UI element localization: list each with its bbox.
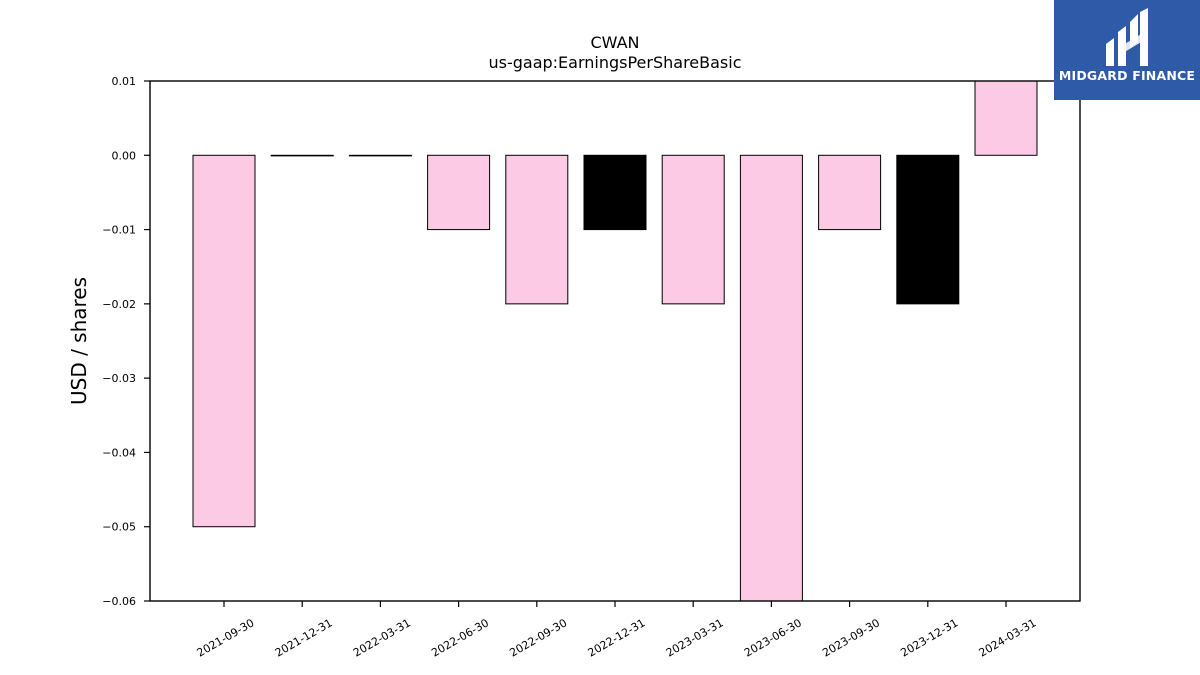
x-tick-label: 2022-09-30 — [507, 616, 569, 659]
bar-2022-06-30 — [427, 154, 491, 231]
bar-2024-03-31 — [974, 80, 1038, 156]
x-tick-label: 2021-12-31 — [273, 616, 335, 659]
y-tick-label: 0.01 — [112, 75, 137, 88]
bar-2023-12-31 — [896, 154, 960, 305]
y-tick-label: −0.04 — [102, 446, 136, 459]
bar-2023-09-30 — [818, 154, 882, 231]
y-axis-label: USD / shares — [67, 277, 91, 405]
y-tick-label: −0.02 — [102, 298, 136, 311]
x-tick-label: 2023-09-30 — [820, 616, 882, 659]
bars-group — [192, 80, 1038, 602]
bar-2022-12-31 — [583, 154, 647, 231]
logo-text: MIDGARD FINANCE — [1058, 68, 1196, 83]
x-tick-label: 2023-12-31 — [898, 616, 960, 659]
x-tick-label: 2022-06-30 — [429, 616, 491, 659]
x-tick-label: 2021-09-30 — [195, 616, 257, 659]
midgard-logo-mark-icon — [1106, 8, 1148, 66]
x-tick-label: 2023-03-31 — [664, 616, 726, 659]
x-ticks-group: 2021-09-30 2021-12-31 2022-03-31 2022-06-30… — [195, 601, 1039, 660]
chart-subtitle: us-gaap:EarningsPerShareBasic — [488, 53, 741, 72]
bar-2022-09-30 — [505, 154, 569, 305]
bar-2023-06-30 — [739, 154, 803, 602]
y-tick-label: −0.01 — [102, 224, 136, 237]
chart-title: CWAN — [590, 33, 639, 52]
bar-2021-09-30 — [192, 154, 256, 528]
y-tick-label: 0.00 — [112, 149, 137, 162]
y-tick-label: −0.06 — [102, 595, 136, 608]
bar-2022-03-31 — [348, 154, 412, 157]
bar-2023-03-31 — [661, 154, 725, 305]
x-tick-label: 2023-06-30 — [742, 616, 804, 659]
bar-2021-12-31 — [270, 154, 334, 157]
x-tick-label: 2022-12-31 — [586, 616, 648, 659]
x-tick-label: 2024-03-31 — [977, 616, 1039, 659]
y-ticks-group: 0.01 0.00 −0.01 −0.02 −0.03 −0.04 −0.05 −0.06 — [102, 75, 150, 608]
x-tick-label: 2022-03-31 — [351, 616, 413, 659]
y-tick-label: −0.05 — [102, 521, 136, 534]
y-tick-label: −0.03 — [102, 372, 136, 385]
midgard-finance-logo: MIDGARD FINANCE — [1054, 0, 1200, 100]
